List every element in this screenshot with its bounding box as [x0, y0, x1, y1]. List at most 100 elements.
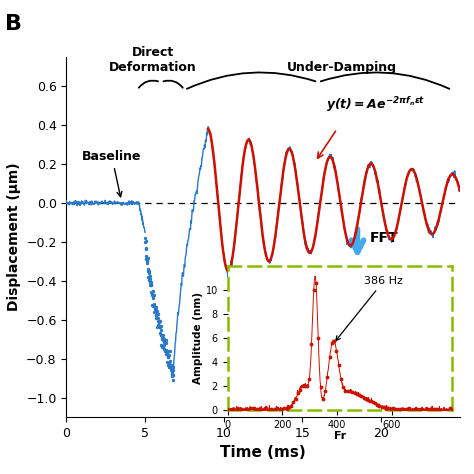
Point: [170, 372, 177, 379]
Point: [166, 357, 173, 365]
Point: [164, 361, 172, 368]
Point: [165, 351, 173, 359]
Point: [153, 309, 161, 316]
Point: [159, 336, 166, 343]
Point: [159, 335, 167, 342]
Point: [160, 335, 168, 343]
Text: B: B: [5, 14, 22, 34]
Point: [164, 350, 171, 357]
Point: [156, 329, 164, 337]
Point: [152, 306, 159, 314]
Point: [143, 255, 150, 263]
Point: [153, 315, 160, 322]
Point: [162, 346, 170, 354]
Point: [152, 303, 159, 311]
Text: Baseline: Baseline: [82, 150, 142, 197]
Point: [151, 304, 159, 312]
Point: [168, 370, 175, 377]
Point: [146, 278, 154, 285]
Point: [146, 276, 153, 284]
Point: [169, 366, 177, 374]
Point: [167, 362, 175, 369]
Point: [150, 301, 158, 308]
Point: [148, 291, 156, 299]
Point: [157, 331, 165, 339]
Point: [141, 234, 149, 241]
Point: [166, 363, 174, 371]
Point: [145, 273, 152, 280]
Point: [147, 281, 155, 288]
Point: [146, 272, 154, 280]
Point: [153, 307, 161, 314]
Point: [158, 335, 165, 342]
Point: [147, 281, 155, 289]
Point: [165, 360, 173, 367]
Point: [150, 292, 157, 299]
Point: [144, 265, 152, 273]
Point: [164, 353, 172, 361]
Point: [143, 254, 151, 262]
Point: [168, 364, 175, 371]
Point: [155, 321, 162, 329]
Text: $\bfit{y(t) = Ae^{-2\pi f_n \varepsilon t}}$: $\bfit{y(t) = Ae^{-2\pi f_n \varepsilon …: [326, 96, 425, 114]
Point: [157, 341, 165, 349]
Point: [149, 287, 156, 294]
Point: [167, 365, 174, 372]
Point: [164, 354, 172, 361]
Point: [155, 318, 162, 325]
Point: [163, 351, 170, 358]
Text: FFT: FFT: [370, 231, 399, 245]
Point: [150, 302, 157, 310]
Point: [144, 260, 151, 267]
Point: [168, 372, 176, 379]
Point: [167, 361, 175, 368]
Point: [144, 254, 152, 262]
Point: [157, 323, 164, 330]
Point: [153, 311, 160, 319]
Point: [162, 339, 170, 346]
Point: [144, 255, 151, 263]
Point: [159, 337, 167, 344]
Point: [156, 317, 164, 324]
Point: [159, 331, 166, 339]
Point: [169, 368, 176, 375]
Point: [161, 347, 169, 355]
Point: [146, 274, 153, 282]
Point: [148, 288, 155, 296]
Point: [163, 347, 170, 355]
Point: [155, 323, 163, 331]
Point: [155, 318, 163, 326]
Point: [169, 376, 176, 384]
Point: [160, 345, 167, 353]
Y-axis label: Displacement (μm): Displacement (μm): [7, 163, 20, 311]
Point: [158, 342, 166, 350]
Point: [164, 347, 172, 355]
Point: [142, 245, 150, 252]
Point: [167, 366, 174, 374]
Point: [154, 323, 161, 331]
Point: [151, 305, 159, 313]
Point: [155, 323, 163, 330]
Point: [161, 341, 168, 349]
Point: [151, 303, 158, 310]
Point: [162, 337, 169, 344]
Point: [149, 294, 157, 301]
Point: [146, 275, 154, 283]
Point: [152, 303, 160, 310]
Point: [147, 280, 155, 287]
Point: [154, 310, 162, 317]
Point: [154, 314, 162, 321]
Point: [156, 323, 164, 331]
Point: [151, 308, 158, 316]
Point: [150, 302, 158, 310]
Point: [164, 347, 171, 355]
Point: [142, 238, 149, 246]
Point: [142, 237, 149, 245]
Point: [158, 343, 166, 351]
Point: [166, 347, 174, 355]
Point: [149, 301, 156, 309]
Point: [163, 350, 171, 358]
Point: [169, 364, 177, 371]
Point: [161, 346, 169, 353]
Point: [160, 338, 168, 346]
